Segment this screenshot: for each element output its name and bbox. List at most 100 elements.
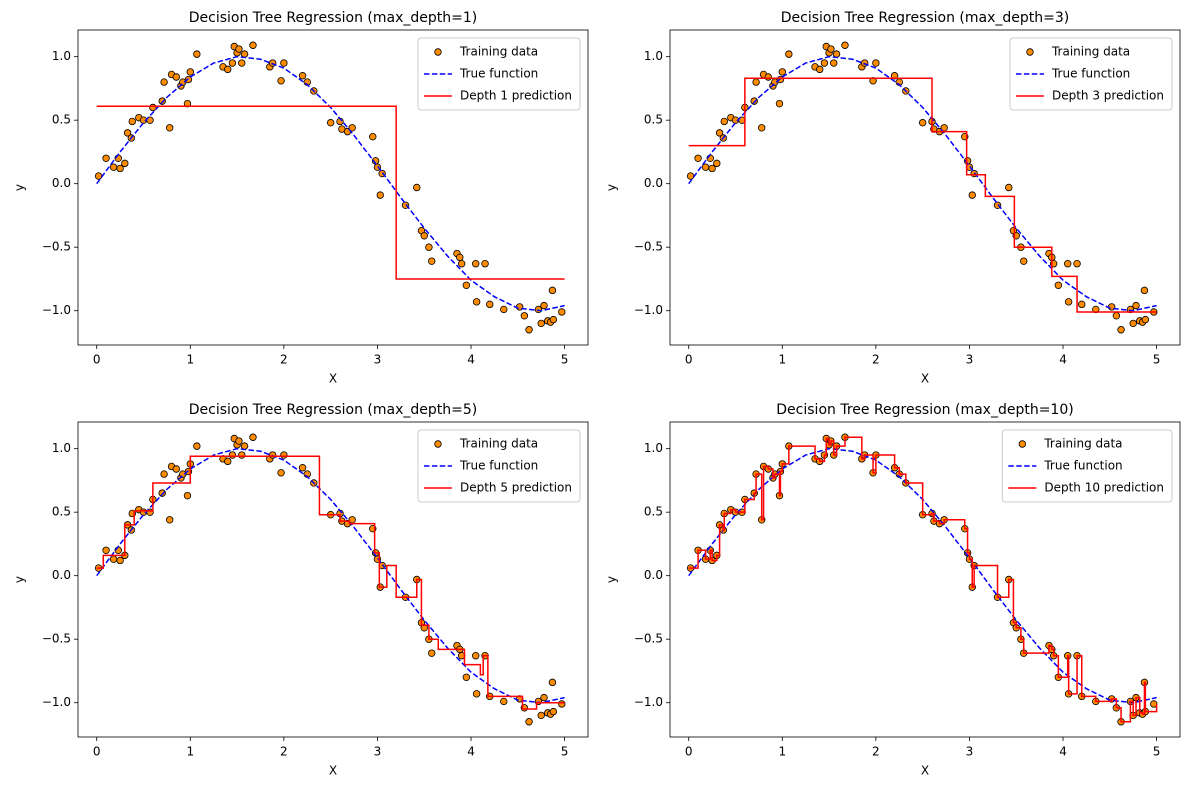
training-point (149, 103, 157, 112)
training-point (520, 312, 529, 320)
legend-label: Training data (1043, 437, 1122, 451)
y-tick-label: 0.0 (644, 568, 663, 582)
training-point (158, 97, 166, 105)
y-tick-label: 0.0 (52, 568, 71, 582)
subplot: Decision Tree Regression (max_depth=5) Xy… (13, 402, 589, 778)
legend-label: True function (459, 459, 538, 473)
legend-label: Training data (1051, 45, 1130, 59)
training-point (686, 172, 695, 180)
legend: Training data True function Depth 3 predic… (1009, 37, 1173, 111)
legend-label: Depth 10 prediction (1044, 481, 1164, 495)
subplot-title: Decision Tree Regression (max_depth=1) (189, 10, 478, 26)
training-point (872, 59, 880, 67)
training-point (116, 556, 124, 565)
x-axis-label: X (329, 372, 337, 386)
training-point (235, 45, 243, 53)
y-tick-label: 0.0 (52, 176, 71, 190)
training-point (472, 652, 480, 660)
true-function-line (96, 55, 565, 312)
prediction-line (688, 436, 1158, 723)
prediction-line (96, 455, 565, 710)
training-point (462, 673, 471, 682)
training-point (1073, 260, 1081, 268)
x-tick-label: 4 (467, 745, 475, 759)
training-point (94, 172, 103, 180)
legend-label: True function (1043, 459, 1122, 473)
training-point (326, 119, 335, 127)
training-point (869, 77, 877, 85)
training-point (832, 50, 841, 58)
plot-area (686, 433, 1158, 726)
legend-marker (1026, 48, 1034, 56)
training-point (1092, 305, 1100, 314)
training-point (472, 298, 481, 306)
x-tick-label: 5 (561, 745, 569, 759)
training-point (694, 154, 702, 162)
x-tick-label: 2 (872, 745, 880, 759)
y-axis-label: y (13, 184, 27, 191)
training-point (764, 73, 772, 81)
x-tick-label: 4 (467, 353, 475, 367)
y-tick-label: −1.0 (634, 695, 663, 709)
legend-marker (1018, 440, 1027, 448)
legend-frame (1001, 429, 1173, 503)
y-tick-label: 1.0 (52, 49, 71, 63)
legend-label: Depth 3 prediction (1052, 89, 1164, 103)
axes-frame (77, 421, 589, 738)
training-point (708, 164, 716, 173)
training-point (785, 50, 793, 58)
legend-frame (417, 429, 581, 503)
subplot: Decision Tree Regression (max_depth=3) Xy… (605, 10, 1181, 386)
training-point (298, 72, 307, 80)
training-point (1064, 298, 1073, 306)
training-point (752, 78, 760, 86)
training-point (123, 129, 132, 137)
training-point (228, 59, 237, 67)
training-point (456, 253, 464, 262)
training-point (413, 183, 421, 192)
training-point (720, 117, 728, 126)
training-point (549, 315, 558, 324)
x-tick-label: 0 (685, 353, 693, 367)
subplot-title: Decision Tree Regression (max_depth=5) (189, 402, 478, 418)
x-tick-label: 1 (778, 745, 786, 759)
training-point (540, 693, 548, 702)
training-point (280, 451, 288, 459)
training-point (1064, 260, 1072, 268)
training-point (240, 50, 249, 58)
legend-label: Depth 1 prediction (460, 89, 572, 103)
x-tick-label: 0 (93, 745, 101, 759)
y-tick-label: −0.5 (634, 240, 663, 254)
x-tick-label: 3 (374, 353, 382, 367)
x-axis-label: X (329, 764, 337, 778)
legend: Training data True function Depth 1 predic… (417, 37, 581, 111)
x-axis-label: X (921, 764, 929, 778)
y-tick-label: −0.5 (42, 632, 71, 646)
x-tick-label: 3 (966, 745, 974, 759)
training-point (428, 649, 436, 657)
y-tick-label: 0.0 (644, 176, 663, 190)
y-tick-label: 1.0 (52, 441, 71, 455)
training-point (472, 690, 481, 698)
training-point (500, 305, 508, 314)
training-point (166, 124, 174, 132)
legend-label: True function (459, 67, 538, 81)
training-point (1132, 301, 1140, 310)
training-point (280, 59, 288, 67)
training-point (558, 700, 566, 708)
legend-frame (417, 37, 581, 111)
training-point (116, 164, 124, 173)
training-point (420, 232, 428, 240)
training-point (816, 65, 824, 74)
y-tick-label: 0.5 (644, 505, 663, 519)
prediction-line (96, 105, 565, 280)
legend-label: Depth 5 prediction (460, 481, 572, 495)
legend-marker (434, 440, 442, 448)
training-point (193, 442, 201, 450)
training-point (102, 154, 110, 162)
training-point (183, 491, 192, 500)
training-point (486, 300, 494, 309)
training-point (540, 301, 548, 310)
legend-label: Training data (459, 45, 538, 59)
